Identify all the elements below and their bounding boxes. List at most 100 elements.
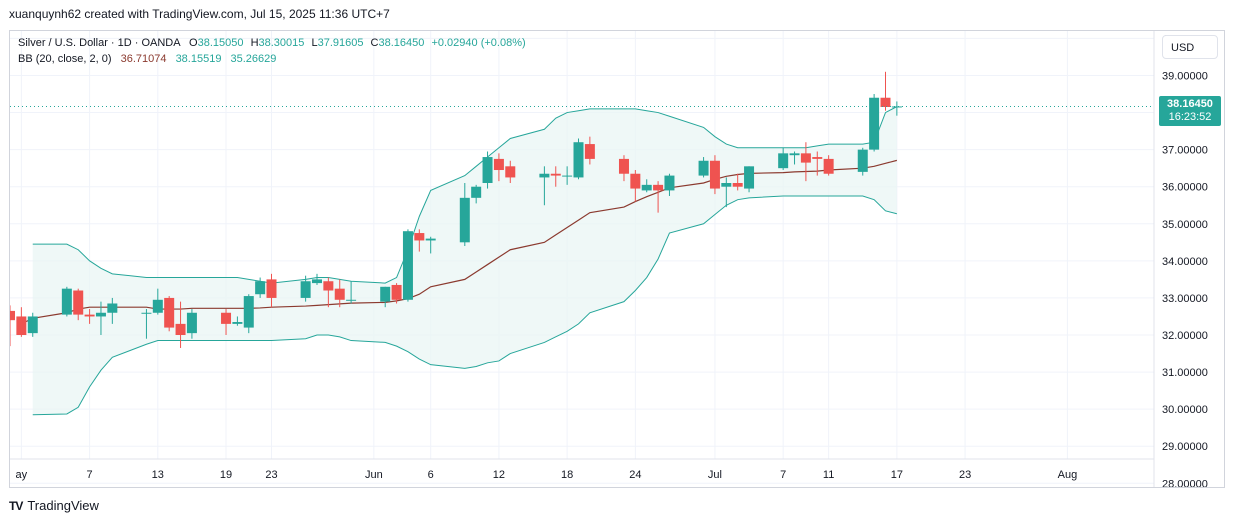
bb-basis-value: 36.71074 — [120, 53, 167, 65]
candle-body — [186, 312, 197, 334]
price-chart[interactable]: 40.0000039.0000038.0000037.0000036.00000… — [10, 31, 1224, 487]
candle-down — [709, 155, 720, 195]
x-tick-label: 18 — [561, 469, 573, 481]
candle-up — [152, 288, 163, 315]
x-tick-label: Aug — [1058, 469, 1078, 481]
candle-body — [823, 158, 834, 174]
y-tick-label: 37.00000 — [1162, 145, 1208, 157]
candle-down — [84, 309, 95, 324]
candle-body — [95, 312, 106, 317]
x-tick-label: 23 — [959, 469, 971, 481]
candle-body — [869, 97, 880, 150]
candle-body — [402, 231, 413, 300]
ohlc-legend: Silver / U.S. Dollar · 1D · OANDA O38.15… — [18, 37, 526, 49]
candle-down — [880, 71, 891, 111]
bollinger-upper-line — [32, 106, 898, 284]
close-value: 38.16450 — [378, 37, 425, 49]
axis-separators — [10, 31, 1155, 487]
candle-down — [323, 277, 334, 308]
candle-up — [789, 151, 800, 165]
candle-down — [823, 155, 834, 176]
y-tick-label: 28.00000 — [1162, 478, 1208, 487]
low-label: L — [311, 37, 318, 49]
tradingview-name: TradingView — [27, 498, 99, 513]
chart-frame: 40.0000039.0000038.0000037.0000036.00000… — [9, 30, 1225, 488]
x-tick-label: Jun — [365, 469, 383, 481]
candle-down — [266, 273, 277, 308]
candle-up — [778, 147, 789, 171]
close-label: C — [370, 37, 379, 49]
candle-down — [73, 288, 84, 321]
candle-up — [744, 166, 755, 193]
candle-body — [482, 157, 493, 183]
y-tick-label: 34.00000 — [1162, 256, 1208, 268]
last-price-tag: 38.16450 16:23:52 — [1159, 96, 1221, 127]
candle-body — [380, 286, 391, 302]
candle-down — [550, 166, 561, 187]
y-tick-label: 29.00000 — [1162, 441, 1208, 453]
bb-label[interactable]: BB (20, close, 2, 0) — [18, 53, 112, 65]
candle-body — [27, 316, 38, 334]
candle-down — [221, 309, 232, 335]
candle-body — [243, 296, 254, 328]
candle-up — [243, 294, 254, 334]
candle-body — [141, 312, 152, 314]
candle-body — [391, 284, 402, 300]
x-tick-label: 6 — [428, 469, 434, 481]
candle-up — [641, 179, 652, 193]
candle-body — [653, 184, 664, 191]
candle-up — [539, 166, 550, 206]
candle-down — [505, 160, 516, 183]
candle-down — [16, 307, 27, 337]
candle-up — [311, 273, 322, 285]
candle-body — [880, 97, 891, 107]
last-price-value: 38.16450 — [1167, 98, 1213, 111]
candle-body — [573, 142, 584, 178]
candle-body — [584, 144, 595, 159]
x-tick-label: 24 — [629, 469, 641, 481]
candle-body — [493, 158, 504, 171]
candle-body — [721, 183, 732, 187]
candle-body — [10, 310, 15, 321]
x-tick-label: 12 — [493, 469, 505, 481]
candle-body — [323, 281, 334, 291]
candle-body — [107, 303, 118, 313]
x-tick-label: 13 — [152, 469, 164, 481]
bb-lower-value: 35.26629 — [230, 53, 277, 65]
candle-body — [471, 186, 482, 198]
x-tick-label: 19 — [220, 469, 232, 481]
candle-down — [812, 151, 823, 176]
candle-down — [164, 296, 175, 332]
x-tick-label: 23 — [265, 469, 277, 481]
x-tick-label: 7 — [780, 469, 786, 481]
candle-up — [482, 151, 493, 189]
grid-lines — [10, 31, 1154, 484]
candle-body — [221, 312, 232, 324]
candle-up — [95, 301, 106, 335]
candle-body — [266, 279, 277, 298]
candle-up — [459, 183, 470, 247]
symbol-title[interactable]: Silver / U.S. Dollar · 1D · OANDA — [18, 37, 180, 49]
currency-button[interactable]: USD — [1162, 35, 1218, 59]
bb-legend: BB (20, close, 2, 0) 36.71074 38.15519 3… — [18, 53, 276, 65]
x-tick-label: ay — [16, 469, 28, 481]
chart-caption: xuanquynh62 created with TradingView.com… — [9, 7, 390, 21]
candle-body — [664, 175, 675, 191]
candle-body — [334, 288, 345, 300]
x-axis[interactable]: ay 7 13 19 23 Jun 6 12 18 24 Jul 7 11 17 23 Aug — [16, 469, 1078, 481]
candle-down — [732, 173, 743, 191]
candle-body — [812, 157, 823, 159]
candle-body — [550, 173, 561, 176]
candle-up — [346, 281, 357, 304]
tradingview-branding[interactable]: TV TradingView — [9, 498, 99, 513]
candle-up — [186, 309, 197, 339]
candle-up — [425, 236, 436, 254]
y-tick-label: 36.00000 — [1162, 182, 1208, 194]
candle-body — [232, 322, 243, 324]
candle-down — [584, 136, 595, 165]
candle-body — [732, 183, 743, 187]
candle-body — [414, 233, 425, 241]
candle-up — [61, 286, 72, 317]
tradingview-logo-icon: TV — [9, 498, 23, 513]
open-value: 38.15050 — [197, 37, 244, 49]
